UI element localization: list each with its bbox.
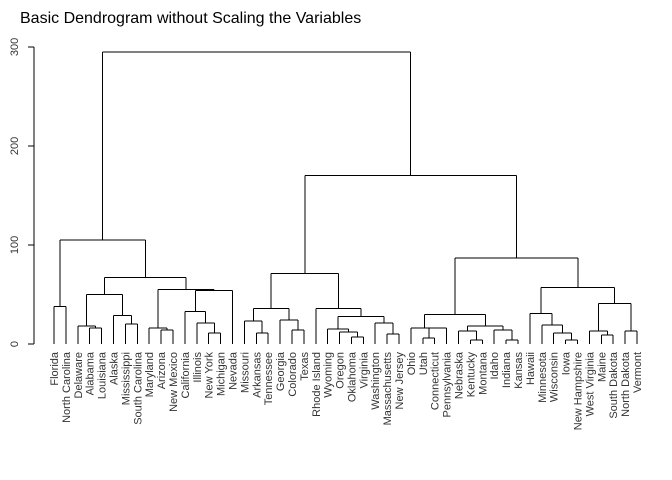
leaf-label-pennsylvania: Pennsylvania (442, 351, 454, 417)
leaf-label-missouri: Missouri (239, 352, 251, 393)
leaf-label-maine: Maine (596, 352, 608, 382)
y-tick-label-300: 300 (9, 38, 21, 56)
leaf-label-california: California (180, 351, 192, 398)
leaf-label-maryland: Maryland (144, 352, 156, 397)
leaf-label-vermont: Vermont (632, 352, 644, 393)
leaf-label-wyoming: Wyoming (323, 352, 335, 398)
leaf-label-georgia: Georgia (275, 351, 287, 391)
leaf-label-alaska: Alaska (108, 351, 120, 385)
leaf-label-north-carolina: North Carolina (61, 351, 73, 423)
leaf-label-kentucky: Kentucky (465, 352, 477, 398)
leaf-label-wisconsin: Wisconsin (549, 352, 561, 402)
y-tick-label-200: 200 (9, 137, 21, 155)
y-tick-label-100: 100 (9, 236, 21, 254)
leaf-label-tennessee: Tennessee (263, 352, 275, 405)
leaf-label-west-virginia: West Virginia (584, 351, 596, 416)
leaf-label-montana: Montana (477, 351, 489, 395)
leaf-label-oregon: Oregon (335, 352, 347, 389)
leaf-label-michigan: Michigan (216, 352, 228, 396)
leaf-label-new-jersey: New Jersey (394, 352, 406, 410)
leaf-label-iowa: Iowa (561, 351, 573, 375)
leaf-label-new-hampshire: New Hampshire (573, 352, 585, 430)
y-axis: 0 100 200 300 (9, 38, 35, 347)
leaf-label-alabama: Alabama (85, 351, 97, 395)
leaf-label-south-dakota: South Dakota (608, 351, 620, 419)
leaf-label-texas: Texas (299, 352, 311, 381)
dendrogram-tree (53, 51, 638, 344)
leaf-label-washington: Washington (370, 352, 382, 410)
leaf-label-arkansas: Arkansas (251, 352, 263, 398)
leaf-label-kansas: Kansas (513, 352, 525, 389)
leaf-label-hawaii: Hawaii (525, 352, 537, 385)
leaf-label-mississippi: Mississippi (120, 352, 132, 405)
y-tick-label-0: 0 (9, 341, 21, 347)
leaf-label-colorado: Colorado (287, 352, 299, 397)
leaf-label-ohio: Ohio (406, 352, 418, 375)
leaf-label-idaho: Idaho (489, 352, 501, 380)
leaf-label-north-dakota: North Dakota (620, 351, 632, 417)
leaf-label-delaware: Delaware (73, 352, 85, 398)
leaf-label-massachusetts: Massachusetts (382, 352, 394, 426)
leaf-label-rhode-island: Rhode Island (311, 352, 323, 417)
leaf-label-nevada: Nevada (227, 351, 239, 390)
leaf-label-utah: Utah (418, 352, 430, 375)
leaf-label-illinois: Illinois (192, 352, 204, 383)
leaf-labels: Florida North Carolina Delaware Alabama Loui… (49, 351, 644, 430)
leaf-label-new-york: New York (204, 352, 216, 399)
leaf-label-connecticut: Connecticut (430, 352, 442, 410)
leaf-label-oklahoma: Oklahoma (346, 351, 358, 402)
chart-title: Basic Dendrogram without Scaling the Var… (20, 10, 361, 27)
leaf-label-virginia: Virginia (358, 351, 370, 388)
leaf-label-new-mexico: New Mexico (168, 352, 180, 412)
leaf-label-florida: Florida (49, 351, 61, 386)
leaf-label-louisiana: Louisiana (97, 351, 109, 399)
leaf-label-minnesota: Minnesota (537, 351, 549, 403)
leaf-label-nebraska: Nebraska (454, 351, 466, 399)
leaf-label-south-carolina: South Carolina (132, 351, 144, 425)
leaf-label-arizona: Arizona (156, 351, 168, 389)
leaf-label-indiana: Indiana (501, 351, 513, 388)
